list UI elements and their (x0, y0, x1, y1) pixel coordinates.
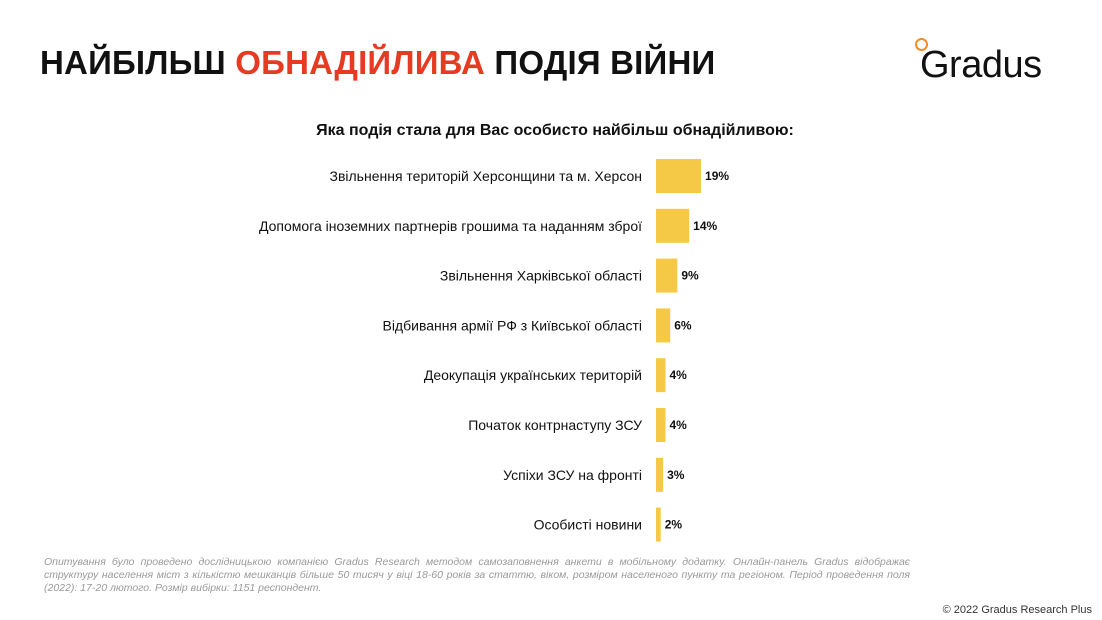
bar (656, 408, 666, 442)
logo-ring-icon (915, 38, 928, 51)
category-label: Деокупація українських територій (424, 367, 642, 383)
logo-text: Gradus (920, 44, 1042, 86)
value-label: 19% (705, 169, 729, 183)
value-label: 2% (665, 518, 683, 532)
title-part-1: НАЙБІЛЬШ (40, 44, 236, 81)
category-label: Початок контрнаступу ЗСУ (468, 417, 642, 433)
category-label: Особисті новини (534, 517, 642, 533)
value-label: 6% (674, 318, 692, 332)
chart-title: Яка подія стала для Вас особисто найбіль… (316, 122, 794, 139)
bar (656, 159, 702, 193)
value-label: 9% (681, 269, 699, 283)
footnote: Опитування було проведено дослідницькою … (44, 556, 910, 594)
category-label: Звільнення територій Херсонщини та м. Хе… (330, 168, 643, 184)
category-label: Звільнення Харківської області (440, 268, 642, 284)
title-part-2: ПОДІЯ ВІЙНИ (485, 44, 716, 81)
bar (656, 258, 678, 293)
copyright: © 2022 Gradus Research Plus (942, 604, 1092, 616)
value-label: 4% (669, 368, 687, 382)
category-label: Відбивання армії РФ з Київської області (382, 317, 642, 333)
value-label: 4% (669, 418, 687, 432)
bar (656, 308, 671, 343)
bar (656, 208, 690, 243)
category-label: Допомога іноземних партнерів грошима та … (259, 218, 642, 234)
title-accent: ОБНАДІЙЛИВА (235, 44, 486, 81)
bar (656, 457, 664, 492)
bar (656, 358, 666, 393)
page-title: НАЙБІЛЬШ ОБНАДІЙЛИВА ПОДІЯ ВІЙНИ (40, 44, 715, 82)
value-label: 3% (667, 468, 685, 482)
gradus-logo: Gradus (915, 38, 1075, 88)
value-label: 14% (693, 219, 717, 233)
bar (656, 507, 661, 542)
category-label: Успіхи ЗСУ на фронті (503, 467, 642, 483)
